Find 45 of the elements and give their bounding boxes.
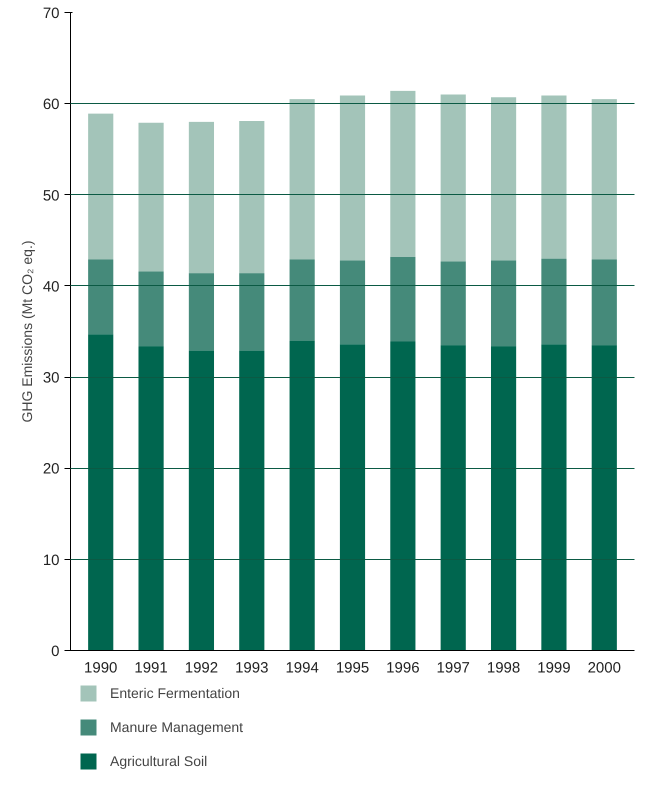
- bar: [138, 271, 164, 346]
- y-tick-label: 30: [42, 370, 60, 387]
- bar: [188, 122, 214, 274]
- x-tick-label: 1998: [486, 660, 520, 676]
- x-tick-label: 1990: [84, 660, 118, 676]
- x-tick-label: 1995: [336, 660, 370, 676]
- y-tick-label: 0: [51, 643, 60, 660]
- legend-label: Manure Management: [110, 718, 244, 737]
- x-tick-label: 1994: [285, 660, 319, 676]
- bar: [290, 259, 315, 341]
- bar: [188, 273, 214, 351]
- y-tick-label: 60: [42, 96, 60, 114]
- x-tick-label: 1999: [537, 660, 571, 676]
- x-tick-label: 2000: [588, 660, 621, 676]
- y-tick-label: 70: [42, 5, 60, 22]
- x-tick-label: 1991: [134, 660, 168, 676]
- bar: [390, 90, 416, 257]
- bar: [340, 95, 366, 260]
- y-axis-title: GHG Emissions (Mt CO₂ eq.): [18, 240, 35, 423]
- bar: [490, 260, 516, 346]
- legend-label: Enteric Fermentation: [110, 684, 240, 703]
- y-tick-label: 20: [42, 460, 60, 478]
- x-tick-label: 1992: [184, 660, 218, 676]
- bar: [490, 97, 516, 260]
- bar: [290, 99, 315, 260]
- y-tick-label: 10: [42, 552, 60, 569]
- y-tick-label: 40: [42, 278, 60, 296]
- x-tick-label: 1996: [386, 660, 420, 676]
- bar: [88, 259, 114, 334]
- y-tick-label: 50: [42, 187, 60, 204]
- bar: [340, 260, 366, 344]
- bar: [239, 273, 264, 351]
- bar: [138, 122, 164, 272]
- bar: [541, 95, 567, 259]
- x-tick-label: 1997: [436, 660, 470, 676]
- bar: [440, 94, 466, 262]
- bar: [440, 261, 466, 346]
- bar: [541, 258, 567, 344]
- bar: [592, 99, 617, 260]
- x-tick-label: 1993: [235, 660, 268, 676]
- legend-label: Agricultural Soil: [110, 752, 208, 771]
- bar: [592, 259, 617, 346]
- bar: [390, 256, 416, 342]
- bar: [88, 114, 114, 260]
- bar: [239, 120, 264, 274]
